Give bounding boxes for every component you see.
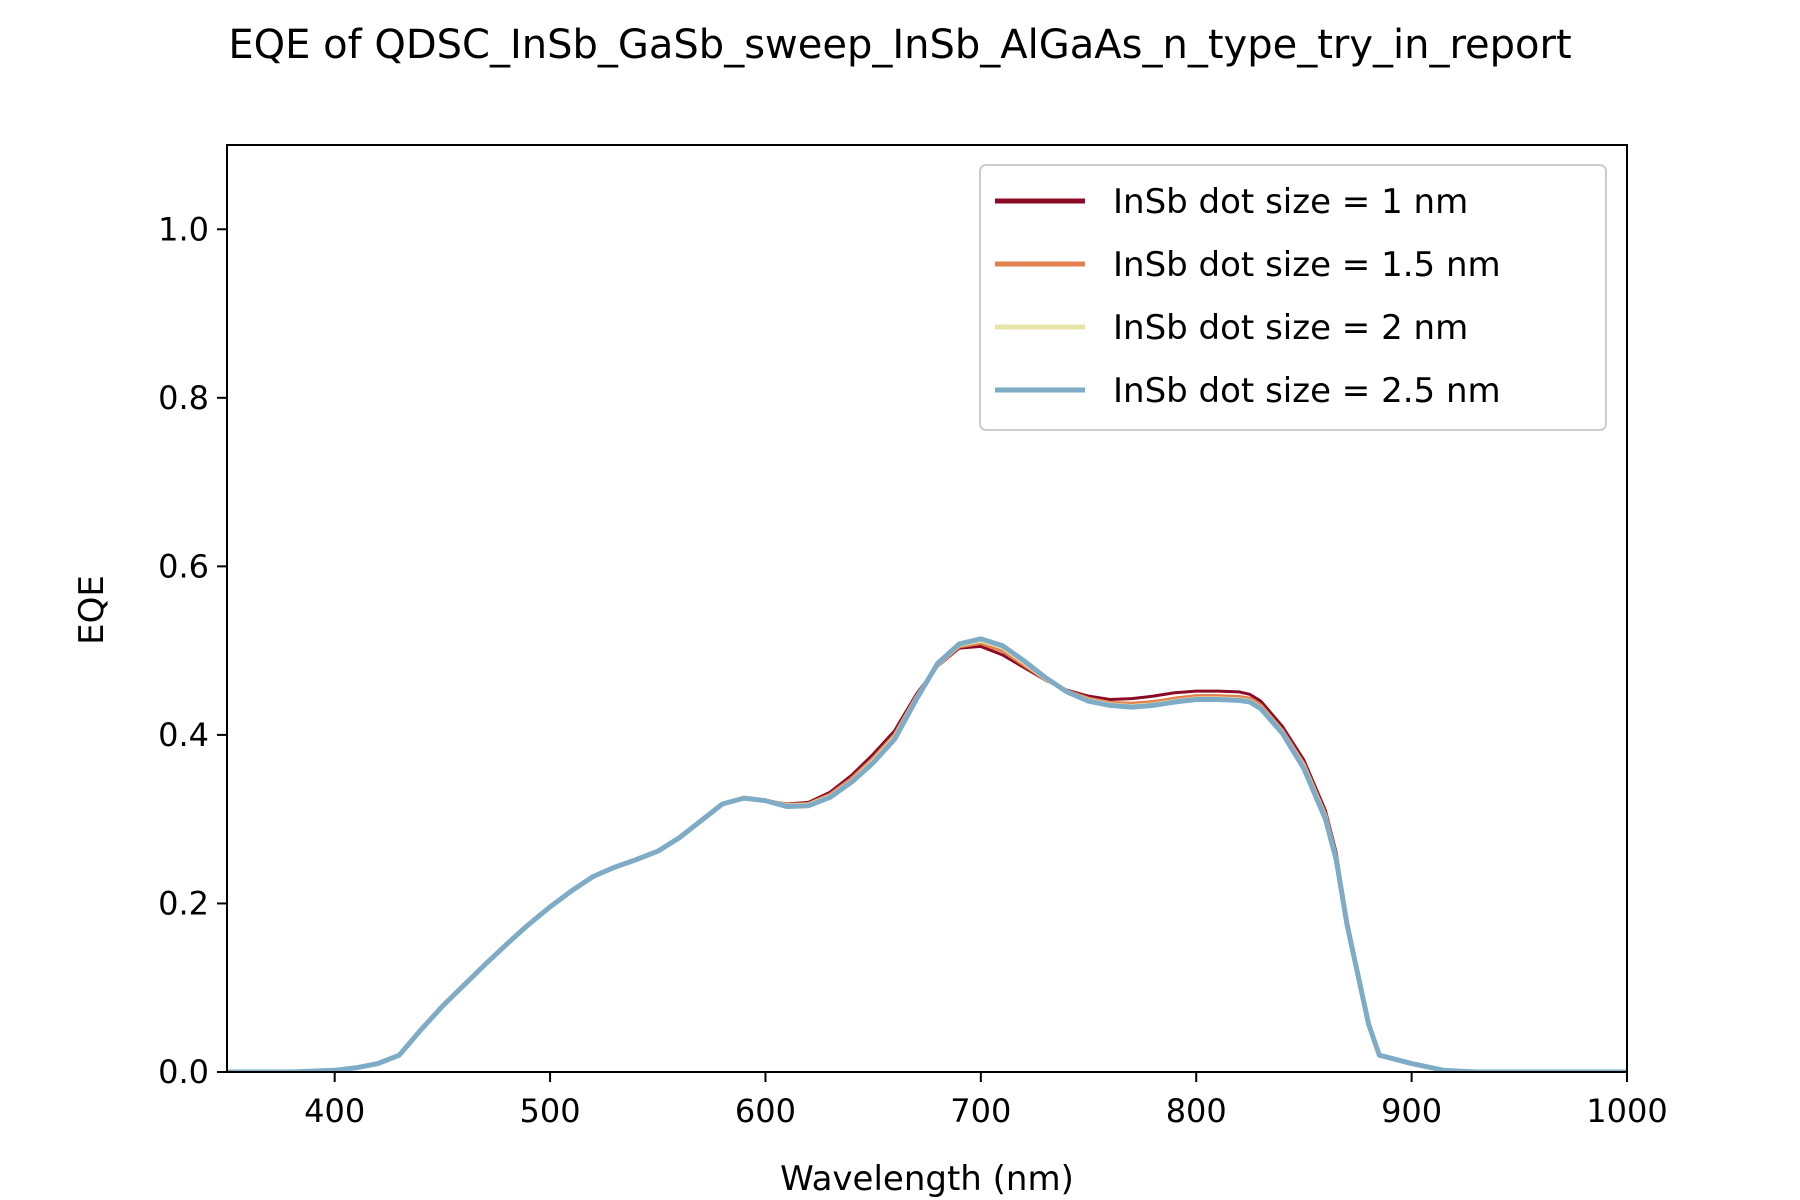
- legend-box: [979, 164, 1607, 431]
- x-tick-label: 900: [1381, 1092, 1442, 1130]
- chart-title: EQE of QDSC_InSb_GaSb_sweep_InSb_AlGaAs_…: [228, 22, 1571, 68]
- legend: InSb dot size = 1 nm InSb dot size = 1.5 …: [979, 164, 1607, 431]
- y-tick-label: 0.2: [158, 884, 209, 922]
- x-axis-title: Wavelength (nm): [780, 1159, 1074, 1199]
- x-tick-label: 600: [735, 1092, 796, 1130]
- x-tick-label: 500: [520, 1092, 581, 1130]
- y-tick-label: 0.0: [158, 1053, 209, 1091]
- legend-label-3: InSb dot size = 2 nm: [1113, 308, 1468, 348]
- series-lines: [227, 636, 1627, 1072]
- legend-label-1: InSb dot size = 1 nm: [1113, 182, 1468, 222]
- y-tick-label: 1.0: [158, 210, 209, 248]
- x-tick-label: 1000: [1586, 1092, 1667, 1130]
- x-tick-label: 700: [950, 1092, 1011, 1130]
- y-tick-label: 0.6: [158, 547, 209, 585]
- x-axis-ticks: 400 500 600 700 800 900 1000: [304, 1072, 1668, 1130]
- y-axis-ticks: 0.0 0.2 0.4 0.6 0.8 1.0: [158, 210, 227, 1091]
- y-tick-label: 0.8: [158, 379, 209, 417]
- x-tick-label: 800: [1166, 1092, 1227, 1130]
- legend-label-4: InSb dot size = 2.5 nm: [1113, 371, 1501, 411]
- x-tick-label: 400: [304, 1092, 365, 1130]
- series-line-4: [227, 636, 1627, 1072]
- y-axis-title: EQE: [72, 575, 112, 645]
- y-tick-label: 0.4: [158, 716, 209, 754]
- legend-label-2: InSb dot size = 1.5 nm: [1113, 245, 1501, 285]
- axes-frame: [226, 144, 1628, 1073]
